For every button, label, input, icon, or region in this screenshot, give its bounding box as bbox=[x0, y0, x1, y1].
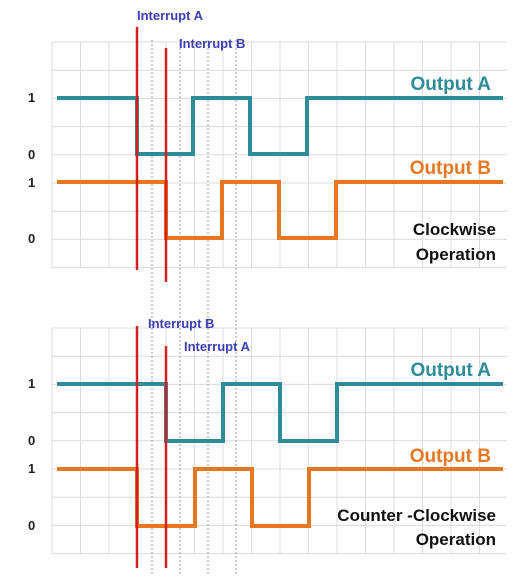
caption-line2: Operation bbox=[416, 245, 496, 264]
level-label-b-high: 1 bbox=[28, 461, 35, 476]
level-label-a-low: 0 bbox=[28, 433, 35, 448]
interrupt-first-label: Interrupt B bbox=[148, 316, 214, 331]
output-b-label: Output B bbox=[410, 158, 491, 179]
clockwise-panel: 1 0 1 0 Interrupt A Interrupt B Output A… bbox=[28, 8, 503, 282]
interrupt-second-label: Interrupt B bbox=[179, 36, 245, 51]
level-label-a-high: 1 bbox=[28, 90, 35, 105]
output-b-label: Output B bbox=[410, 446, 491, 467]
level-label-b-high: 1 bbox=[28, 175, 35, 190]
timing-guide-lines bbox=[151, 40, 237, 575]
output-a-label: Output A bbox=[410, 74, 491, 95]
interrupt-first-label: Interrupt A bbox=[137, 8, 204, 23]
level-label-b-low: 0 bbox=[28, 518, 35, 533]
caption-line1: Clockwise bbox=[413, 220, 496, 239]
level-label-a-low: 0 bbox=[28, 147, 35, 162]
caption-line1: Counter -Clockwise bbox=[337, 506, 496, 525]
caption-line2: Operation bbox=[416, 530, 496, 549]
interrupt-second-label: Interrupt A bbox=[184, 339, 251, 354]
output-a-label: Output A bbox=[410, 360, 491, 381]
level-label-a-high: 1 bbox=[28, 376, 35, 391]
counter-clockwise-panel: 1 0 1 0 Interrupt B Interrupt A Output A… bbox=[28, 316, 503, 568]
level-label-b-low: 0 bbox=[28, 231, 35, 246]
